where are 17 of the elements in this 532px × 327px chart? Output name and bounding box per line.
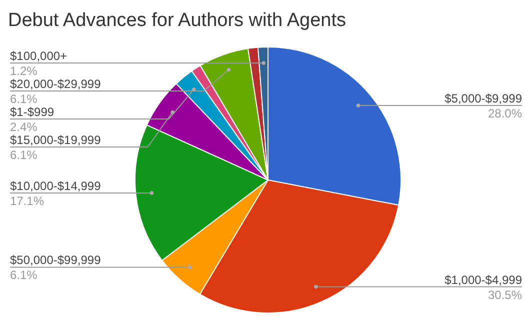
slice-label: $15,000-$19,999 (10, 133, 102, 148)
data-label: 30.5% (488, 288, 522, 302)
data-label: 2.4% (10, 120, 38, 134)
data-label: 6.1% (10, 92, 38, 106)
slice-label: $100,000+ (10, 49, 68, 64)
data-label: 17.1% (10, 194, 44, 208)
data-label: 6.1% (10, 268, 38, 282)
slice-label: $50,000-$99,999 (10, 253, 102, 268)
slice-label: $20,000-$29,999 (10, 77, 102, 92)
data-label: 28.0% (488, 106, 522, 120)
slice-label: $10,000-$14,999 (10, 179, 102, 194)
slice-label: $1-$999 (10, 105, 54, 120)
slice-label: $5,000-$9,999 (444, 91, 522, 106)
data-label: 1.2% (10, 64, 38, 78)
data-label: 6.1% (10, 148, 38, 162)
chart-title: Debut Advances for Authors with Agents (8, 10, 346, 31)
slice-label: $1,000-$4,999 (444, 272, 522, 287)
